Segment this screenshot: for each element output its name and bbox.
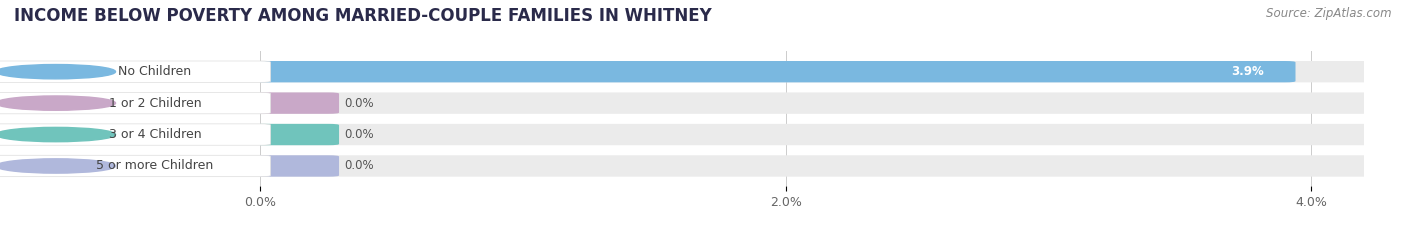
FancyBboxPatch shape — [250, 61, 1374, 82]
Text: 5 or more Children: 5 or more Children — [96, 159, 214, 172]
FancyBboxPatch shape — [250, 155, 1374, 177]
FancyBboxPatch shape — [250, 93, 339, 114]
Text: 0.0%: 0.0% — [344, 159, 374, 172]
FancyBboxPatch shape — [250, 155, 339, 177]
FancyBboxPatch shape — [0, 124, 270, 145]
FancyBboxPatch shape — [0, 155, 270, 177]
FancyBboxPatch shape — [0, 61, 270, 82]
Text: No Children: No Children — [118, 65, 191, 78]
Text: 0.0%: 0.0% — [344, 97, 374, 110]
FancyBboxPatch shape — [250, 93, 1374, 114]
FancyBboxPatch shape — [250, 124, 1374, 145]
Circle shape — [0, 159, 115, 173]
Text: 3 or 4 Children: 3 or 4 Children — [108, 128, 201, 141]
FancyBboxPatch shape — [250, 124, 339, 145]
Circle shape — [0, 96, 115, 110]
Text: Source: ZipAtlas.com: Source: ZipAtlas.com — [1267, 7, 1392, 20]
Text: INCOME BELOW POVERTY AMONG MARRIED-COUPLE FAMILIES IN WHITNEY: INCOME BELOW POVERTY AMONG MARRIED-COUPL… — [14, 7, 711, 25]
Text: 0.0%: 0.0% — [344, 128, 374, 141]
FancyBboxPatch shape — [0, 93, 270, 114]
Circle shape — [0, 65, 115, 79]
Text: 3.9%: 3.9% — [1232, 65, 1264, 78]
Text: 1 or 2 Children: 1 or 2 Children — [108, 97, 201, 110]
Circle shape — [0, 127, 115, 142]
FancyBboxPatch shape — [250, 61, 1295, 82]
